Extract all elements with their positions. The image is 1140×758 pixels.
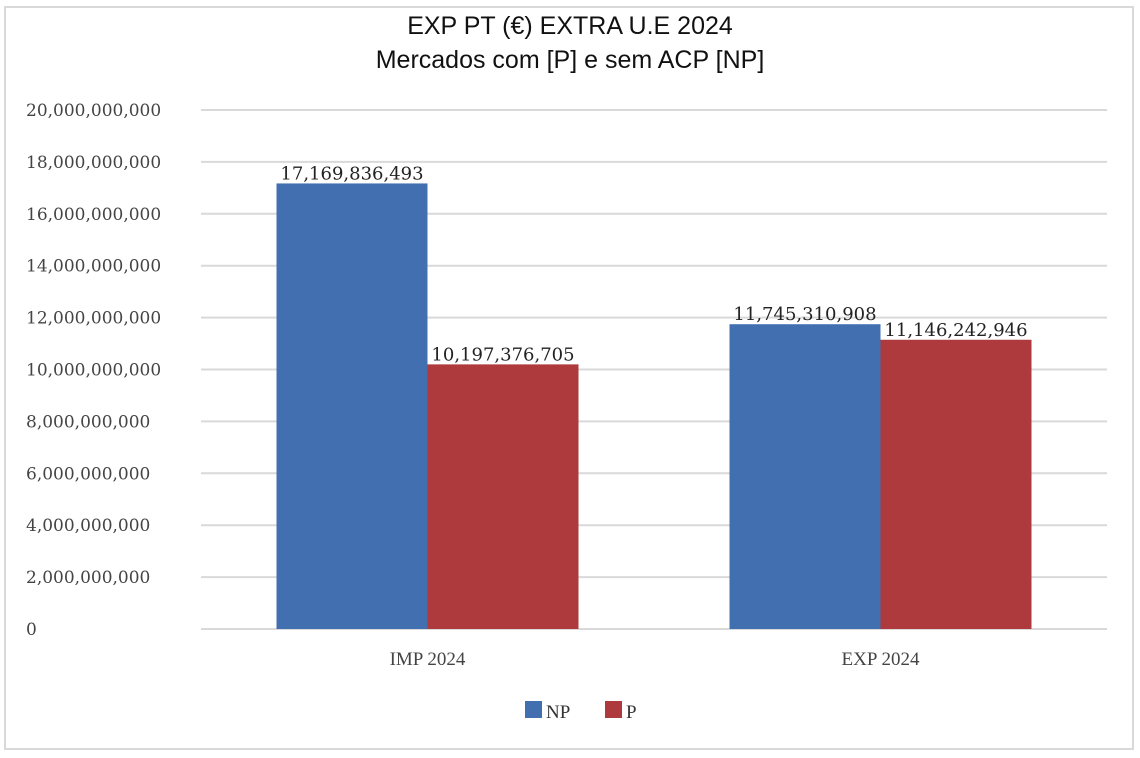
y-tick-label: 2,000,000,000 [26,568,150,588]
bar-np [276,183,428,629]
chart-subtitle: Mercados com [P] e sem ACP [NP] [375,46,765,74]
y-tick-label: 12,000,000,000 [26,309,161,329]
category-label: IMP 2024 [390,649,466,670]
legend-label-np: NP [546,702,570,723]
bar-np [729,324,881,629]
y-tick-label: 18,000,000,000 [26,153,161,173]
legend-label-p: P [626,702,637,723]
chart-title: EXP PT (€) EXTRA U.E 2024 [407,12,733,40]
data-label: 11,146,242,946 [884,320,1027,341]
y-tick-label: 16,000,000,000 [26,205,161,225]
y-tick-label: 20,000,000,000 [26,101,161,121]
legend-swatch-p [605,701,622,718]
y-tick-label: 0 [26,620,37,640]
legend-swatch-np [525,701,542,718]
category-label: EXP 2024 [842,649,920,670]
data-label: 10,197,376,705 [431,344,574,365]
bar-p [427,364,579,629]
y-tick-label: 8,000,000,000 [26,412,150,432]
y-tick-label: 10,000,000,000 [26,361,161,381]
y-tick-label: 6,000,000,000 [26,464,150,484]
y-tick-label: 14,000,000,000 [26,257,161,277]
y-tick-label: 4,000,000,000 [26,516,150,536]
data-label: 11,745,310,908 [733,304,876,325]
bar-p [880,339,1032,629]
data-label: 17,169,836,493 [280,163,423,184]
